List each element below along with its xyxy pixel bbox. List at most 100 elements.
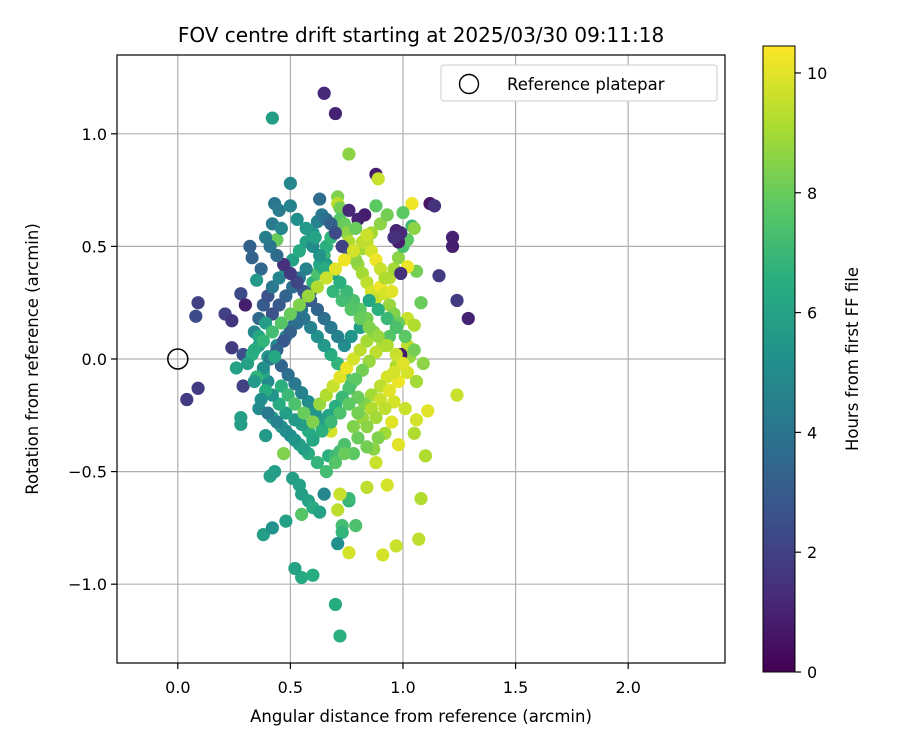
scatter-point bbox=[288, 413, 302, 427]
scatter-point bbox=[328, 106, 343, 121]
scatter-point bbox=[317, 86, 331, 100]
colorbar-tick-label: 8 bbox=[807, 184, 817, 203]
scatter-point bbox=[445, 239, 460, 254]
scatter-point bbox=[414, 296, 428, 310]
scatter-point bbox=[360, 440, 374, 454]
scatter-point bbox=[371, 329, 385, 344]
scatter-point bbox=[340, 361, 354, 375]
x-tick-label: 0.5 bbox=[278, 678, 303, 697]
scatter-point bbox=[277, 446, 291, 461]
scatter-point bbox=[292, 244, 306, 258]
scatter-point bbox=[335, 293, 349, 308]
scatter-point bbox=[256, 528, 270, 542]
scatter-point bbox=[333, 370, 347, 384]
scatter-point bbox=[295, 386, 309, 400]
scatter-point bbox=[301, 289, 316, 303]
scatter-point bbox=[387, 365, 401, 380]
scatter-point bbox=[349, 221, 363, 235]
scatter-point bbox=[225, 314, 239, 328]
scatter-point bbox=[351, 390, 365, 404]
scatter-point bbox=[243, 239, 257, 254]
scatter-point bbox=[256, 334, 270, 348]
scatter-point bbox=[191, 381, 205, 395]
scatter-point bbox=[317, 311, 331, 326]
scatter-point bbox=[335, 525, 349, 539]
y-tick-label: 0.0 bbox=[82, 350, 107, 369]
scatter-point bbox=[349, 519, 363, 533]
scatter-point bbox=[180, 392, 194, 407]
scatter-point bbox=[351, 431, 365, 445]
scatter-point bbox=[360, 334, 374, 348]
scatter-point bbox=[414, 492, 428, 506]
scatter-point bbox=[360, 419, 374, 434]
scatter-point bbox=[333, 406, 347, 420]
scatter-point bbox=[272, 397, 286, 411]
scatter-point bbox=[238, 298, 252, 312]
scatter-point bbox=[292, 298, 306, 312]
scatter-point bbox=[259, 316, 273, 330]
scatter-point bbox=[391, 251, 406, 265]
colorbar-tick-label: 4 bbox=[807, 423, 817, 442]
scatter-point bbox=[385, 284, 399, 299]
scatter-point bbox=[247, 343, 261, 357]
scatter-point bbox=[254, 262, 268, 276]
scatter-point bbox=[277, 257, 291, 272]
scatter-point bbox=[281, 368, 295, 382]
scatter-point bbox=[283, 176, 297, 190]
scatter-point bbox=[389, 539, 403, 553]
scatter-point bbox=[283, 325, 297, 339]
x-tick-label: 1.0 bbox=[390, 678, 415, 697]
scatter-point bbox=[295, 507, 309, 521]
scatter-point bbox=[371, 431, 385, 445]
scatter-point bbox=[342, 381, 356, 395]
scatter-point bbox=[295, 570, 309, 585]
scatter-point bbox=[427, 199, 442, 213]
scatter-point bbox=[279, 406, 293, 420]
legend-box bbox=[440, 64, 718, 102]
scatter-point bbox=[313, 505, 327, 519]
scatter-point bbox=[229, 361, 243, 375]
scatter-point bbox=[247, 374, 261, 389]
plot-area bbox=[116, 54, 726, 664]
colorbar: 0 2 4 6 8 10 Hours from first FF file bbox=[762, 45, 862, 682]
y-tick-label: 1.0 bbox=[82, 125, 107, 144]
scatter-point bbox=[283, 199, 297, 213]
scatter-point bbox=[283, 266, 297, 281]
scatter-point bbox=[369, 455, 383, 470]
scatter-point bbox=[380, 338, 394, 353]
scatter-point bbox=[268, 464, 282, 479]
x-axis-title: Angular distance from reference (arcmin) bbox=[250, 707, 592, 726]
scatter-point bbox=[412, 532, 426, 546]
scatter-point bbox=[304, 320, 318, 335]
scatter-point bbox=[250, 273, 264, 287]
scatter-point bbox=[337, 253, 352, 267]
colorbar-ticks: 0 2 4 6 8 10 bbox=[795, 64, 827, 682]
scatter-point bbox=[362, 320, 376, 335]
scatter-point bbox=[328, 455, 343, 470]
scatter-point bbox=[279, 289, 293, 303]
scatter-point bbox=[394, 266, 408, 281]
scatter-point bbox=[391, 437, 406, 452]
scatter-point bbox=[270, 415, 284, 429]
scatter-point bbox=[324, 320, 338, 335]
scatter-point bbox=[360, 480, 374, 494]
scatter-point bbox=[259, 230, 273, 244]
legend-label-reference-platepar: Reference platepar bbox=[507, 75, 665, 94]
scatter-point bbox=[371, 302, 385, 317]
scatter-point bbox=[265, 325, 279, 339]
scatter-point bbox=[317, 487, 331, 501]
scatter-point bbox=[268, 350, 282, 364]
scatter-point bbox=[297, 406, 311, 420]
scatter-point bbox=[346, 352, 361, 366]
scatter-point bbox=[398, 401, 412, 416]
scatter-point bbox=[324, 415, 338, 429]
scatter-point bbox=[380, 311, 394, 326]
scatter-point bbox=[290, 275, 304, 290]
scatter-point bbox=[353, 311, 367, 326]
scatter-points bbox=[180, 86, 475, 643]
scatter-point bbox=[331, 503, 345, 517]
colorbar-title: Hours from first FF file bbox=[843, 267, 862, 451]
scatter-point bbox=[349, 372, 363, 386]
scatter-point bbox=[310, 329, 325, 344]
